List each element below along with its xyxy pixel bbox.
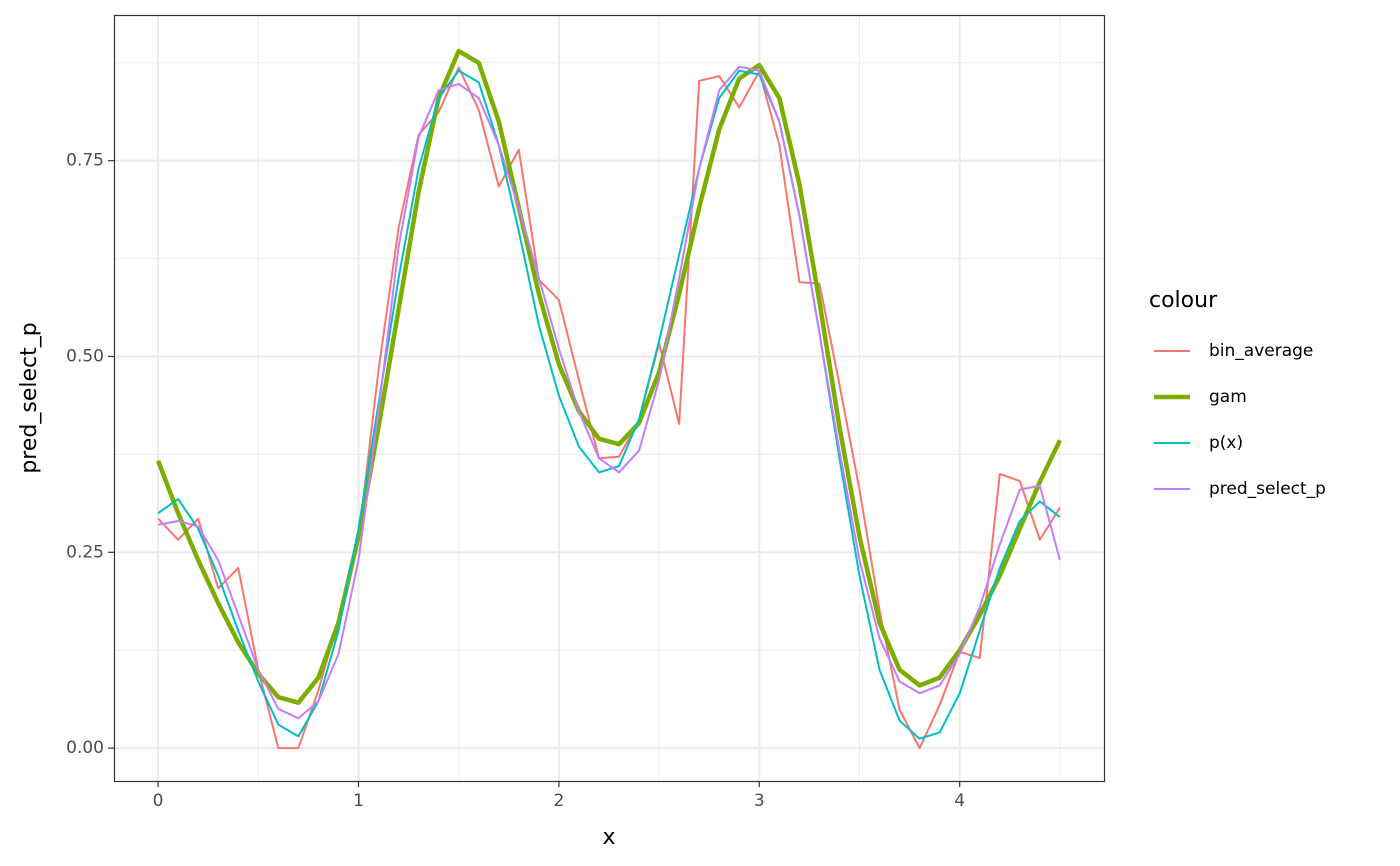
y-tick-label: 0.75 — [66, 151, 104, 171]
series-line — [155, 48, 1062, 705]
legend-label: bin_average — [1209, 341, 1313, 361]
legend-label: p(x) — [1209, 433, 1243, 453]
panel-border — [113, 14, 1106, 783]
y-axis-title: pred_select_p — [17, 322, 42, 473]
x-tick-label: 2 — [553, 791, 564, 811]
legend-title: colour — [1149, 288, 1218, 313]
legend-label: pred_select_p — [1209, 479, 1326, 499]
x-tick-label: 1 — [353, 791, 364, 811]
y-tick-label: 0.50 — [66, 346, 104, 366]
series-line — [157, 65, 1061, 720]
legend-label: gam — [1209, 387, 1247, 407]
y-tick-label: 0.25 — [66, 542, 104, 562]
x-tick-label: 3 — [754, 791, 765, 811]
series-line — [157, 69, 1061, 740]
lines — [155, 48, 1062, 750]
x-axis-title: x — [602, 825, 615, 850]
x-tick-label: 4 — [954, 791, 965, 811]
y-tick-label: 0.00 — [66, 738, 104, 758]
x-tick-label: 0 — [153, 791, 164, 811]
